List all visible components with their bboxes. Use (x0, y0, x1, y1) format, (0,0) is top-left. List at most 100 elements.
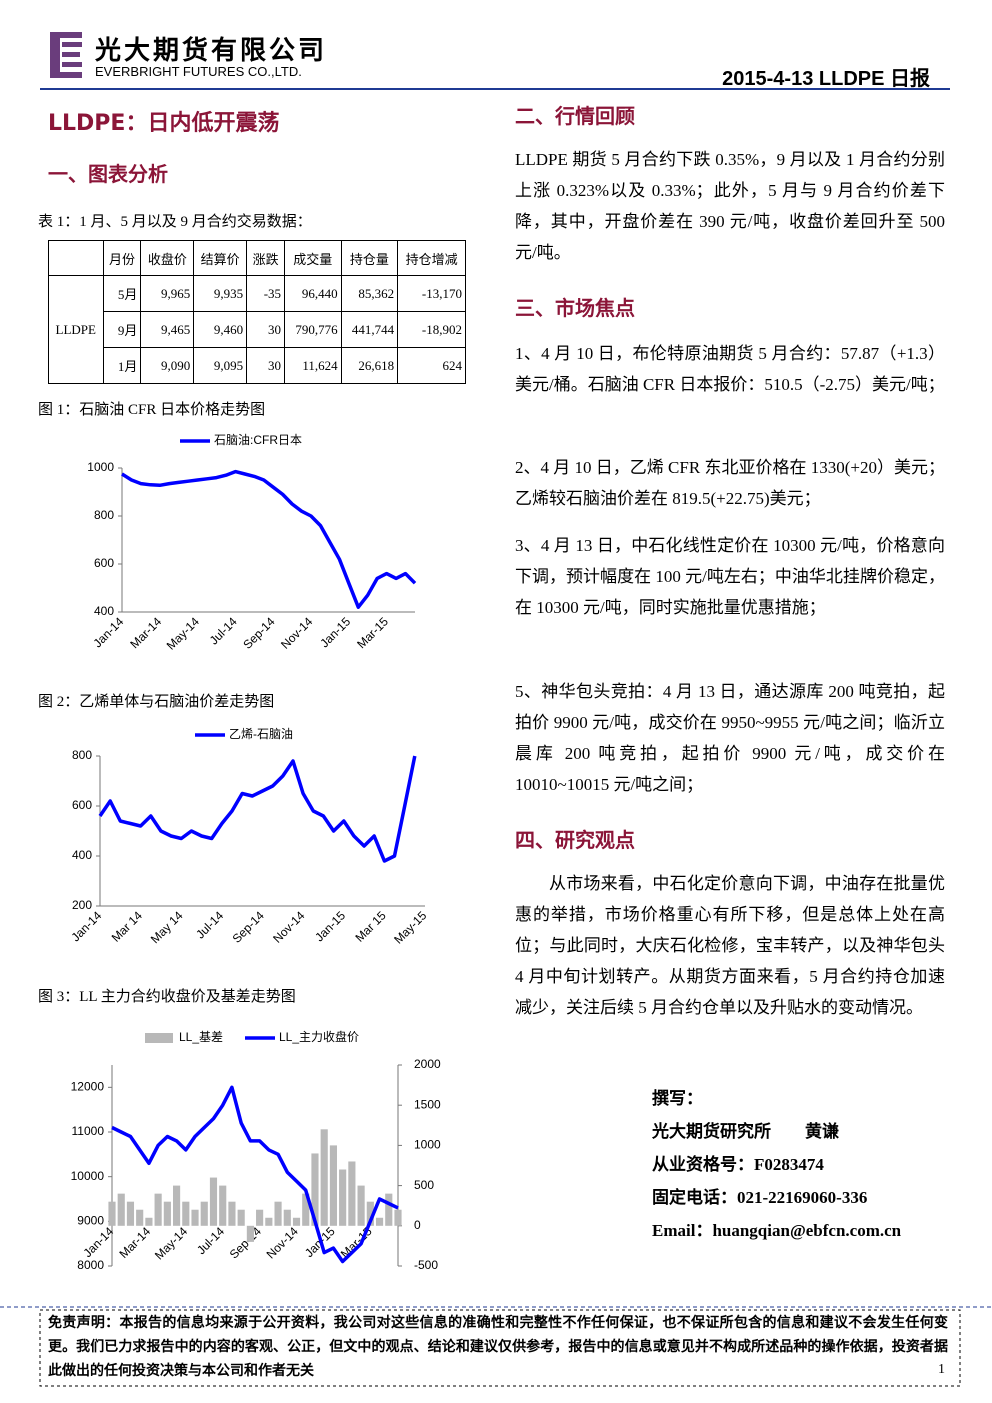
heading: 一、图表分析 (48, 162, 168, 186)
caption: 图 2：乙烯单体与石脑油价差走势图 (38, 694, 275, 710)
y-tick-label: 1000 (87, 460, 114, 474)
x-tick-label: May-15 (391, 908, 429, 946)
bar (117, 1193, 125, 1226)
x-tick-label: May-14 (152, 1224, 190, 1262)
bar (292, 1217, 301, 1226)
table-cell: 涨跌 (246, 240, 286, 276)
y2-tick-label: 1000 (414, 1138, 441, 1152)
bar (339, 1169, 347, 1226)
bar (366, 1201, 374, 1226)
bar (228, 1201, 236, 1226)
bar (219, 1185, 227, 1226)
disclaimer: 免责声明：本报告的信息均来源于公开资料，我公司对这些信息的准确性和完整性不作任何… (48, 1316, 948, 1379)
bar (320, 1129, 328, 1226)
y2-tick-label: 2000 (414, 1057, 441, 1071)
paragraph: 5、神华包头竞拍：4 月 13 日，通达源库 200 吨竞拍，起拍价 9900 … (515, 682, 945, 794)
bar (394, 1209, 402, 1226)
bar (348, 1161, 356, 1226)
y-tick-label: 800 (72, 748, 92, 762)
x-tick-label: Mar-14 (127, 614, 164, 651)
table-cell: 结算价 (193, 240, 248, 276)
legend-label: 乙烯-石脑油 (229, 727, 293, 741)
bar (357, 1185, 365, 1226)
company: 光大期货有限公司 (95, 36, 328, 65)
table-cell: -18,902 (397, 311, 466, 348)
x-tick-label: Jan-14 (69, 908, 105, 944)
x-tick-label: Mar 15 (352, 908, 389, 945)
table-cell: 月份 (102, 240, 142, 276)
heading: 二、行情回顾 (515, 104, 635, 128)
x-tick-label: Nov-14 (264, 1224, 301, 1261)
x-tick-label: Jul-14 (194, 1224, 227, 1257)
bar (237, 1209, 245, 1226)
bar (375, 1217, 384, 1226)
bar (136, 1209, 144, 1226)
y2-tick-label: 1500 (414, 1097, 441, 1111)
x-tick-label: Mar-15 (338, 1224, 375, 1261)
table-cell: 收盘价 (140, 240, 195, 276)
paragraph: 1、4 月 10 日，布伦特原油期货 5 月合约：57.87（+1.3）美元/桶… (515, 344, 945, 394)
table-cell: 85,362 (340, 275, 399, 312)
table-cell: 9月 (102, 311, 142, 348)
bar (385, 1193, 393, 1226)
paragraph: LLDPE 期货 5 月合约下跌 0.35%，9 月以及 1 月合约分别上涨 0… (515, 150, 945, 262)
x-tick-label: Jan-15 (317, 614, 353, 650)
table-cell: 9,095 (193, 347, 248, 384)
table-cell: 9,935 (193, 275, 248, 312)
table-cell: -35 (246, 275, 286, 312)
table-cell: 持仓增减 (397, 240, 466, 276)
author: 撰写： 光大期货研究所 黄谦 从业资格号：F0283474 固定电话：021-2… (652, 1082, 901, 1247)
bar (302, 1193, 310, 1226)
x-tick-label: Sep-14 (227, 1224, 264, 1261)
table-cell: 9,465 (140, 311, 195, 348)
table-row: 月份 收盘价 结算价 涨跌 成交量 持仓量 持仓增减 (48, 240, 466, 276)
paragraph: 2、4 月 10 日，乙烯 CFR 东北亚价格在 1330(+20）美元；乙烯较… (515, 458, 945, 508)
y-tick-label: 11000 (72, 1124, 105, 1138)
series-line (98, 755, 417, 863)
y2-tick-label: -500 (414, 1258, 438, 1272)
series-line (111, 1085, 399, 1264)
bar (274, 1201, 282, 1226)
x-tick-label: May-14 (164, 614, 202, 652)
table-cell: 9,090 (140, 347, 195, 384)
bar (182, 1201, 190, 1226)
legend-label: LL_主力收盘价 (279, 1029, 359, 1044)
series-line (121, 469, 417, 609)
table-cell: 441,744 (340, 311, 399, 348)
y-tick-label: 600 (94, 556, 114, 570)
y-tick-label: 12000 (71, 1080, 105, 1094)
author-line: 撰写： (652, 1089, 703, 1108)
x-tick-label: Jul-14 (207, 614, 240, 647)
x-tick-label: Jan-14 (81, 1224, 117, 1260)
author-line: 从业资格号：F0283474 (652, 1155, 824, 1174)
y2-tick-label: 0 (414, 1218, 421, 1232)
legend-swatch (145, 1033, 173, 1043)
x-tick-label: Nov-14 (270, 908, 307, 945)
company-en: EVERBRIGHT FUTURES CO.,LTD. (95, 64, 302, 79)
table-cell: 624 (397, 347, 466, 384)
y-tick-label: 8000 (77, 1258, 104, 1272)
bar (283, 1209, 291, 1226)
table-cell: 96,440 (284, 275, 342, 312)
x-tick-label: May 14 (148, 908, 186, 946)
y-tick-label: 200 (72, 898, 92, 912)
bar (329, 1145, 337, 1226)
x-tick-label: Jan-14 (91, 614, 127, 650)
bar (246, 1225, 254, 1242)
table-cell: 持仓量 (340, 240, 399, 276)
y-tick-label: 600 (72, 798, 92, 812)
bar (145, 1217, 153, 1226)
table-cell: 30 (246, 347, 286, 384)
table-cell: -13,170 (397, 275, 466, 312)
table-cell: LLDPE (48, 275, 104, 384)
y-tick-label: 9000 (77, 1214, 104, 1228)
bar (163, 1201, 171, 1226)
caption: 图 1：石脑油 CFR 日本价格走势图 (38, 402, 266, 418)
x-tick-label: Mar 14 (109, 908, 146, 945)
bar (265, 1217, 273, 1226)
bar (154, 1193, 162, 1226)
bar (191, 1209, 199, 1226)
x-tick-label: Sep-14 (230, 908, 267, 945)
caption: 图 3：LL 主力合约收盘价及基差走势图 (38, 989, 296, 1005)
